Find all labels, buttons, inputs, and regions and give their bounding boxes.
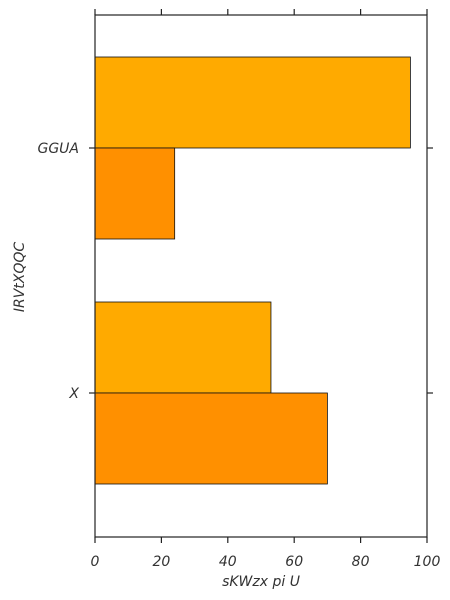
bar-ggua-series-2	[94, 147, 176, 240]
bar-ggua-series-1	[94, 56, 411, 149]
x-axis-title: sKWzx pi U	[222, 574, 300, 590]
x-tick-label-80: 80	[352, 554, 370, 570]
bars-layer	[94, 56, 411, 485]
x-tick-label-60: 60	[285, 554, 303, 570]
plot-frame	[94, 14, 428, 538]
axes-layer	[94, 14, 428, 538]
x-tick-label-0: 0	[91, 554, 100, 570]
y-tick-label-x: X	[68, 386, 79, 402]
x-tick-label-20: 20	[152, 554, 170, 570]
y-tick-label-ggua: GGUA	[37, 141, 79, 157]
bar-x-series-1	[94, 301, 272, 394]
x-tick-label-100: 100	[414, 554, 441, 570]
bar-x-series-2	[94, 392, 328, 485]
x-tick-label-40: 40	[219, 554, 237, 570]
ticks-layer: 0 20 40 60 80 100 GGUA X	[37, 9, 440, 570]
y-axis-title: IRVtXQQC	[12, 242, 28, 313]
